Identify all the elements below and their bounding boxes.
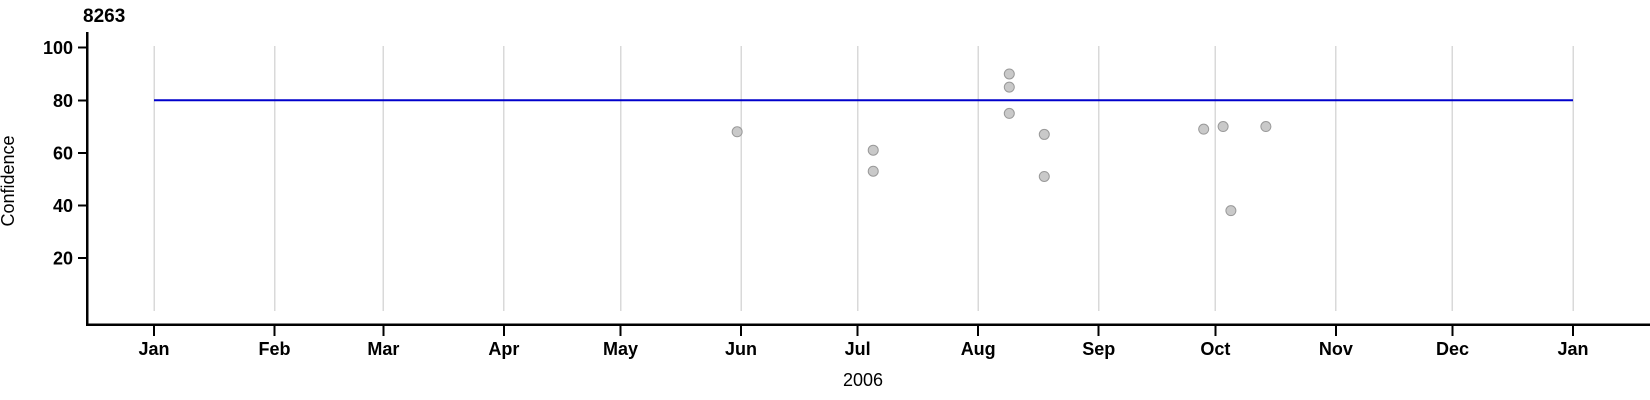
tick-labels-layer: Jan Feb Mar Apr May Jun Jul Aug Sep Oct Nov Dec Jan 2… — [43, 38, 1589, 359]
x-tick-label: Aug — [961, 339, 996, 359]
x-tick-label: Jun — [725, 339, 757, 359]
chart-title: 8263 — [83, 6, 125, 27]
y-tick-label: 80 — [53, 91, 73, 111]
x-tick-label: Mar — [367, 339, 399, 359]
x-tick-label: Jan — [1557, 339, 1588, 359]
x-tick-label: Nov — [1319, 339, 1353, 359]
x-tick-label: Jul — [845, 339, 871, 359]
data-point — [1038, 128, 1050, 140]
axes-layer — [78, 32, 1650, 336]
x-tick-label: Oct — [1200, 339, 1230, 359]
data-point — [1217, 121, 1229, 133]
data-point — [867, 165, 879, 177]
y-tick-label: 40 — [53, 196, 73, 216]
data-point — [1038, 170, 1050, 182]
data-point — [867, 144, 879, 156]
points-layer — [731, 68, 1272, 217]
x-tick-label: Sep — [1082, 339, 1115, 359]
y-tick-label: 100 — [43, 38, 73, 58]
y-tick-label: 60 — [53, 143, 73, 163]
gridlines-layer — [153, 46, 1574, 311]
data-point — [1225, 205, 1237, 217]
data-point — [731, 126, 743, 138]
x-tick-label: May — [603, 339, 638, 359]
data-point — [1003, 68, 1015, 80]
x-tick-label: Dec — [1436, 339, 1469, 359]
x-tick-label: Feb — [259, 339, 291, 359]
data-point — [1003, 107, 1015, 119]
x-tick-label: Jan — [138, 339, 169, 359]
y-tick-label: 20 — [53, 248, 73, 268]
data-point — [1198, 123, 1210, 135]
data-point — [1003, 81, 1015, 93]
x-axis-label: 2006 — [843, 370, 883, 390]
data-point — [1260, 121, 1272, 133]
x-tick-label: Apr — [488, 339, 519, 359]
y-axis-label: Confidence — [0, 135, 18, 226]
